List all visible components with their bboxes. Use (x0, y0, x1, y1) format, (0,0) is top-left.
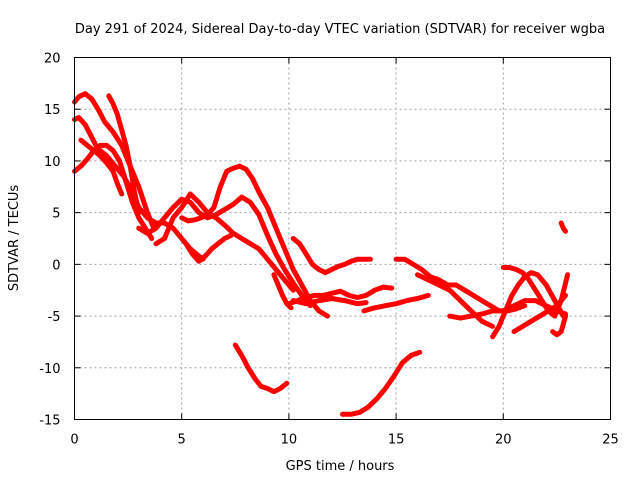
x-tick-labels: 0 5 10 15 20 25 (70, 433, 618, 448)
series-line (179, 163, 330, 319)
series-group (72, 91, 571, 417)
y-axis-label: SDTVAR / TECUs (7, 185, 22, 292)
plot-frame (74, 57, 611, 420)
series-line (153, 191, 296, 293)
x-tick-label: 15 (388, 433, 405, 448)
x-tick-label: 10 (281, 433, 298, 448)
y-tick-label: -10 (39, 362, 60, 377)
x-tick-label: 20 (495, 433, 512, 448)
series-line (106, 93, 142, 216)
series-line (500, 265, 571, 319)
y-tick-label: 20 (44, 52, 61, 67)
series-line (415, 272, 496, 329)
grid (74, 57, 611, 420)
chart-title: Day 291 of 2024, Sidereal Day-to-day VTE… (75, 22, 605, 37)
series-line (550, 313, 568, 338)
series-line (361, 292, 431, 314)
series-line (511, 292, 568, 335)
y-tick-label: -5 (48, 310, 61, 325)
y-tick-label: 0 (52, 258, 60, 273)
y-tick-label: 5 (52, 207, 60, 222)
series-line (136, 194, 313, 309)
axis-ticks (74, 57, 611, 420)
series-line (286, 284, 395, 307)
y-tick-label: -15 (39, 414, 60, 429)
series-line (72, 142, 155, 241)
series-line (72, 91, 157, 231)
series-line (232, 342, 290, 395)
y-tick-label: 15 (44, 103, 61, 118)
x-axis-label: GPS time / hours (286, 459, 395, 474)
x-tick-label: 5 (178, 433, 186, 448)
series-line (78, 137, 125, 197)
y-tick-label: 10 (44, 155, 61, 170)
x-tick-label: 0 (70, 433, 78, 448)
series-line (183, 232, 234, 264)
series-line (290, 236, 373, 276)
series-line (558, 220, 568, 234)
x-tick-label: 25 (602, 433, 619, 448)
series-line (290, 296, 369, 307)
y-tick-labels: -15 -10 -5 0 5 10 15 20 (39, 52, 60, 429)
series-line (340, 349, 423, 417)
series-line (271, 272, 294, 311)
